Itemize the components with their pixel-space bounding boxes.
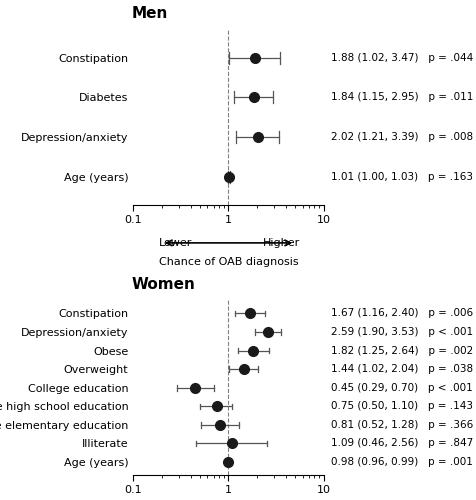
Text: 1.84 (1.15, 2.95)   p = .011: 1.84 (1.15, 2.95) p = .011 [331,92,473,102]
Text: 0.45 (0.29, 0.70)   p < .001: 0.45 (0.29, 0.70) p < .001 [331,382,472,392]
Text: 2.59 (1.90, 3.53)   p < .001: 2.59 (1.90, 3.53) p < .001 [331,327,473,337]
Text: Women: Women [131,277,195,292]
Text: 0.75 (0.50, 1.10)   p = .143: 0.75 (0.50, 1.10) p = .143 [331,402,473,411]
Text: 1.44 (1.02, 2.04)   p = .038: 1.44 (1.02, 2.04) p = .038 [331,364,473,374]
Text: 1.09 (0.46, 2.56)   p = .847: 1.09 (0.46, 2.56) p = .847 [331,438,473,448]
Text: Chance of OAB diagnosis: Chance of OAB diagnosis [159,257,298,267]
Text: Lower: Lower [159,238,192,248]
Text: 0.98 (0.96, 0.99)   p = .001: 0.98 (0.96, 0.99) p = .001 [331,457,473,467]
Text: Men: Men [131,6,168,22]
Text: 2.02 (1.21, 3.39)   p = .008: 2.02 (1.21, 3.39) p = .008 [331,132,473,142]
Text: 0.81 (0.52, 1.28)   p = .366: 0.81 (0.52, 1.28) p = .366 [331,420,473,430]
Text: 1.88 (1.02, 3.47)   p = .044: 1.88 (1.02, 3.47) p = .044 [331,53,473,63]
Text: Higher: Higher [263,238,300,248]
Text: 1.67 (1.16, 2.40)   p = .006: 1.67 (1.16, 2.40) p = .006 [331,308,473,318]
Text: 1.82 (1.25, 2.64)   p = .002: 1.82 (1.25, 2.64) p = .002 [331,346,473,356]
Text: 1.01 (1.00, 1.03)   p = .163: 1.01 (1.00, 1.03) p = .163 [331,172,473,181]
